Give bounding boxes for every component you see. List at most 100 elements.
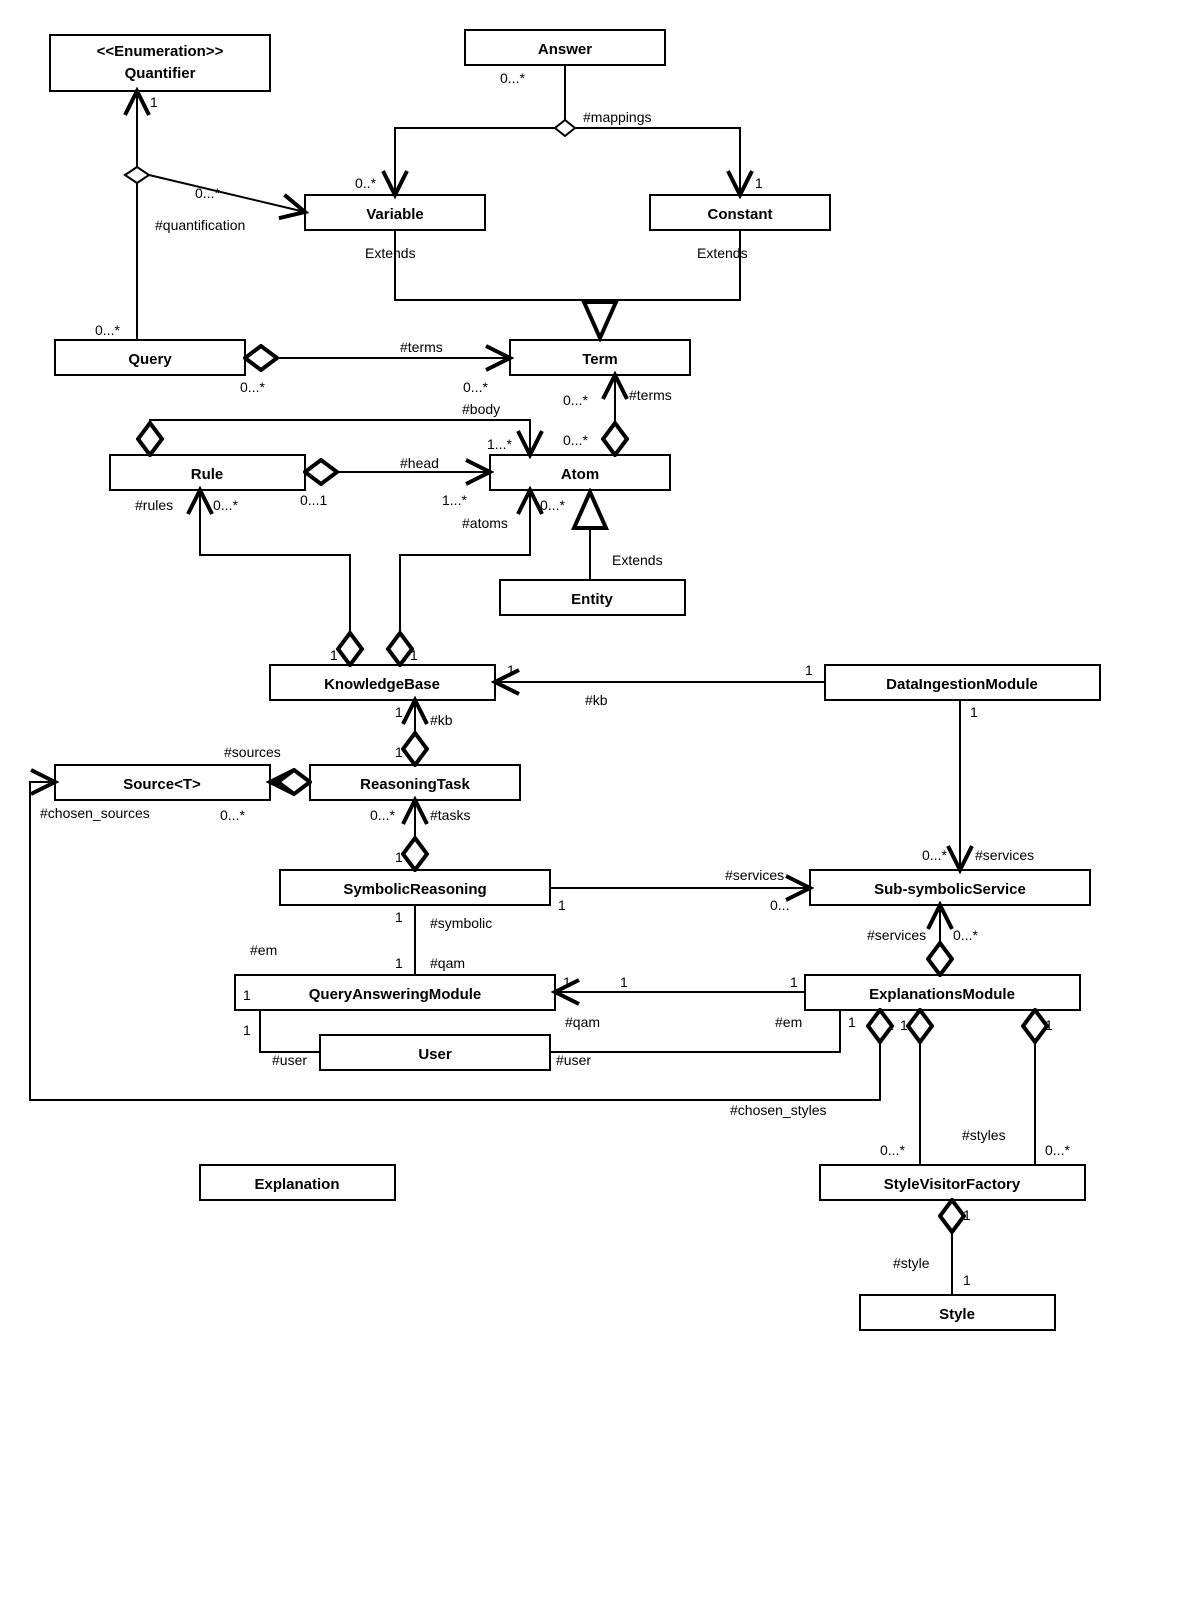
svg-text:#mappings: #mappings <box>583 109 652 125</box>
svg-text:0...*: 0...* <box>500 70 525 86</box>
agg-expmod-svf: 1 #chosen_styles 0...* 1 #styles 0...* <box>730 1010 1070 1165</box>
svg-text:ReasoningTask: ReasoningTask <box>360 776 470 793</box>
class-qam: QueryAnsweringModule <box>235 975 555 1010</box>
svg-text:1: 1 <box>970 704 978 720</box>
svg-text:0...*: 0...* <box>563 392 588 408</box>
svg-text:1...*: 1...* <box>487 436 512 452</box>
svg-text:Query: Query <box>128 351 172 368</box>
svg-text:#rules: #rules <box>135 497 173 513</box>
assoc-expmod-qam: 1 1 1 #qam #em <box>555 974 805 1030</box>
svg-text:#tasks: #tasks <box>430 807 470 823</box>
svg-text:1: 1 <box>395 849 403 865</box>
class-term: Term <box>510 340 690 375</box>
svg-text:0...*: 0...* <box>922 847 947 863</box>
class-source: Source<T> <box>55 765 270 800</box>
svg-text:#user: #user <box>272 1052 307 1068</box>
agg-rule-body: #body 1...* <box>150 401 530 455</box>
svg-text:<<Enumeration>>: <<Enumeration>> <box>97 43 224 60</box>
uml-diagram: <<Enumeration>> Quantifier Answer Variab… <box>0 0 1181 1609</box>
svg-text:0...*: 0...* <box>220 807 245 823</box>
svg-text:1: 1 <box>507 662 515 678</box>
svg-text:1: 1 <box>1045 1017 1053 1033</box>
svg-text:#sources: #sources <box>224 744 281 760</box>
svg-text:#kb: #kb <box>585 692 608 708</box>
svg-text:ExplanationsModule: ExplanationsModule <box>869 986 1015 1003</box>
svg-text:0...*: 0...* <box>1045 1142 1070 1158</box>
svg-text:Source<T>: Source<T> <box>123 776 201 793</box>
class-knowledgebase: KnowledgeBase <box>270 665 495 700</box>
svg-text:#services: #services <box>975 847 1034 863</box>
svg-text:1: 1 <box>755 175 763 191</box>
assoc-sym-subsym: 1 #services 0... <box>550 867 810 913</box>
svg-text:1: 1 <box>963 1272 971 1288</box>
svg-text:1: 1 <box>395 909 403 925</box>
class-user: User <box>320 1035 550 1070</box>
svg-text:Constant: Constant <box>708 206 773 223</box>
svg-text:0..*: 0..* <box>355 175 377 191</box>
agg-rtask-kb: 1 1 #kb <box>395 700 453 765</box>
svg-text:1: 1 <box>395 744 403 760</box>
svg-text:Quantifier: Quantifier <box>125 65 196 82</box>
svg-text:Style: Style <box>939 1306 975 1323</box>
gen-entity-atom: Extends <box>590 492 663 580</box>
class-query: Query <box>55 340 245 375</box>
svg-text:Entity: Entity <box>571 591 613 608</box>
svg-text:1: 1 <box>410 647 418 663</box>
class-quantifier: <<Enumeration>> Quantifier <box>50 35 270 91</box>
svg-text:1: 1 <box>963 1207 971 1223</box>
class-variable: Variable <box>305 195 485 230</box>
svg-text:1: 1 <box>243 1022 251 1038</box>
svg-text:0...*: 0...* <box>880 1142 905 1158</box>
svg-text:Explanation: Explanation <box>254 1176 339 1193</box>
svg-text:#atoms: #atoms <box>462 515 508 531</box>
svg-text:#qam: #qam <box>565 1014 600 1030</box>
svg-text:0...*: 0...* <box>95 322 120 338</box>
agg-expmod-subsym: #services 0...* <box>867 905 978 975</box>
svg-text:0...1: 0...1 <box>300 492 327 508</box>
agg-svf-style: 1 #style 1 <box>893 1200 971 1295</box>
assoc-dim-subsym: 1 0...* #services <box>922 700 1034 870</box>
agg-kb-rules: #rules 0...* 1 <box>135 490 350 665</box>
agg-sym-tasks: 0...* #tasks 1 <box>370 800 470 870</box>
svg-text:#services: #services <box>867 927 926 943</box>
svg-text:#qam: #qam <box>430 955 465 971</box>
svg-text:#body: #body <box>462 401 500 417</box>
class-rule: Rule <box>110 455 305 490</box>
svg-text:0...*: 0...* <box>213 497 238 513</box>
svg-text:#chosen_styles: #chosen_styles <box>730 1102 827 1118</box>
class-stylevisitorfactory: StyleVisitorFactory <box>820 1165 1085 1200</box>
svg-text:1: 1 <box>150 94 158 110</box>
class-explanationsmodule: ExplanationsModule <box>805 975 1080 1010</box>
svg-text:Term: Term <box>582 351 618 368</box>
class-answer: Answer <box>465 30 665 65</box>
class-subsymbolic: Sub-symbolicService <box>810 870 1090 905</box>
svg-text:#quantification: #quantification <box>155 217 245 233</box>
svg-text:DataIngestionModule: DataIngestionModule <box>886 676 1038 693</box>
agg-kb-atoms: #atoms 0...* 1 <box>400 490 565 665</box>
assoc-quantification: 1 0...* 0...* #quantification <box>95 91 305 340</box>
svg-text:#terms: #terms <box>629 387 672 403</box>
class-reasoningtask: ReasoningTask <box>310 765 520 800</box>
class-dataingestion: DataIngestionModule <box>825 665 1100 700</box>
class-symbolicreasoning: SymbolicReasoning <box>280 870 550 905</box>
agg-query-term: 0...* #terms 0...* <box>240 339 510 395</box>
svg-text:#styles: #styles <box>962 1127 1006 1143</box>
svg-text:Variable: Variable <box>366 206 424 223</box>
svg-text:1: 1 <box>395 955 403 971</box>
svg-text:Sub-symbolicService: Sub-symbolicService <box>874 881 1026 898</box>
svg-text:Answer: Answer <box>538 41 592 58</box>
svg-text:1: 1 <box>243 987 251 1003</box>
svg-text:1: 1 <box>395 704 403 720</box>
svg-text:#style: #style <box>893 1255 930 1271</box>
svg-text:1: 1 <box>563 974 571 990</box>
class-style: Style <box>860 1295 1055 1330</box>
svg-text:User: User <box>418 1046 452 1063</box>
agg-rule-head: 0...1 #head 1...* <box>300 455 490 508</box>
svg-text:QueryAnsweringModule: QueryAnsweringModule <box>309 986 482 1003</box>
svg-text:1: 1 <box>900 1017 908 1033</box>
label-em-qam: #em <box>250 942 277 958</box>
svg-text:1: 1 <box>848 1014 856 1030</box>
svg-text:Extends: Extends <box>697 245 748 261</box>
svg-text:0...*: 0...* <box>370 807 395 823</box>
svg-text:1: 1 <box>886 1017 894 1033</box>
